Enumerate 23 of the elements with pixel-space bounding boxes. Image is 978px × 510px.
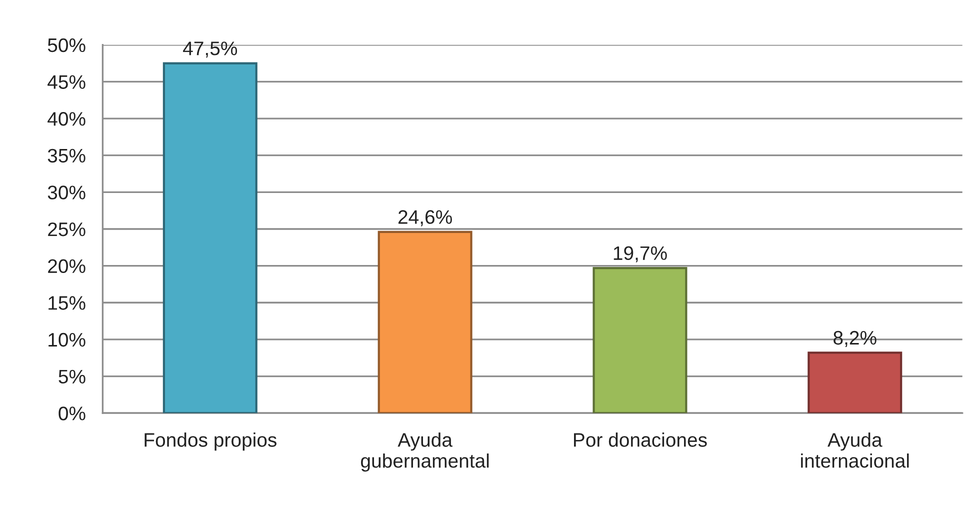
data-label: 19,7%	[614, 246, 667, 262]
y-tick-label: 40%	[48, 112, 86, 126]
x-tick-label: Ayuda gubernamental	[361, 432, 489, 472]
y-tick-label: 5%	[58, 370, 86, 384]
y-tick-label: 35%	[48, 148, 86, 163]
y-tick-label: 0%	[58, 406, 86, 420]
x-tick-label: Ayuda internacional	[801, 432, 909, 468]
y-tick-label: 10%	[48, 332, 86, 347]
x-tick-label: Fondos propios	[144, 432, 276, 451]
data-label: 47,5%	[183, 42, 238, 58]
bar	[808, 352, 902, 414]
bar	[592, 266, 688, 414]
y-tick-label: 50%	[48, 38, 86, 52]
x-tick-label: Por donaciones	[574, 432, 707, 447]
data-label: 8,2%	[834, 330, 876, 347]
bar	[378, 230, 472, 414]
y-tick-label: 20%	[48, 259, 86, 274]
y-tick-label: 25%	[48, 222, 86, 236]
y-tick-label: 45%	[48, 75, 86, 89]
bar	[162, 62, 258, 414]
y-tick-label: 15%	[48, 296, 86, 310]
data-label: 24,6%	[398, 210, 452, 226]
y-tick-label: 30%	[48, 186, 86, 200]
